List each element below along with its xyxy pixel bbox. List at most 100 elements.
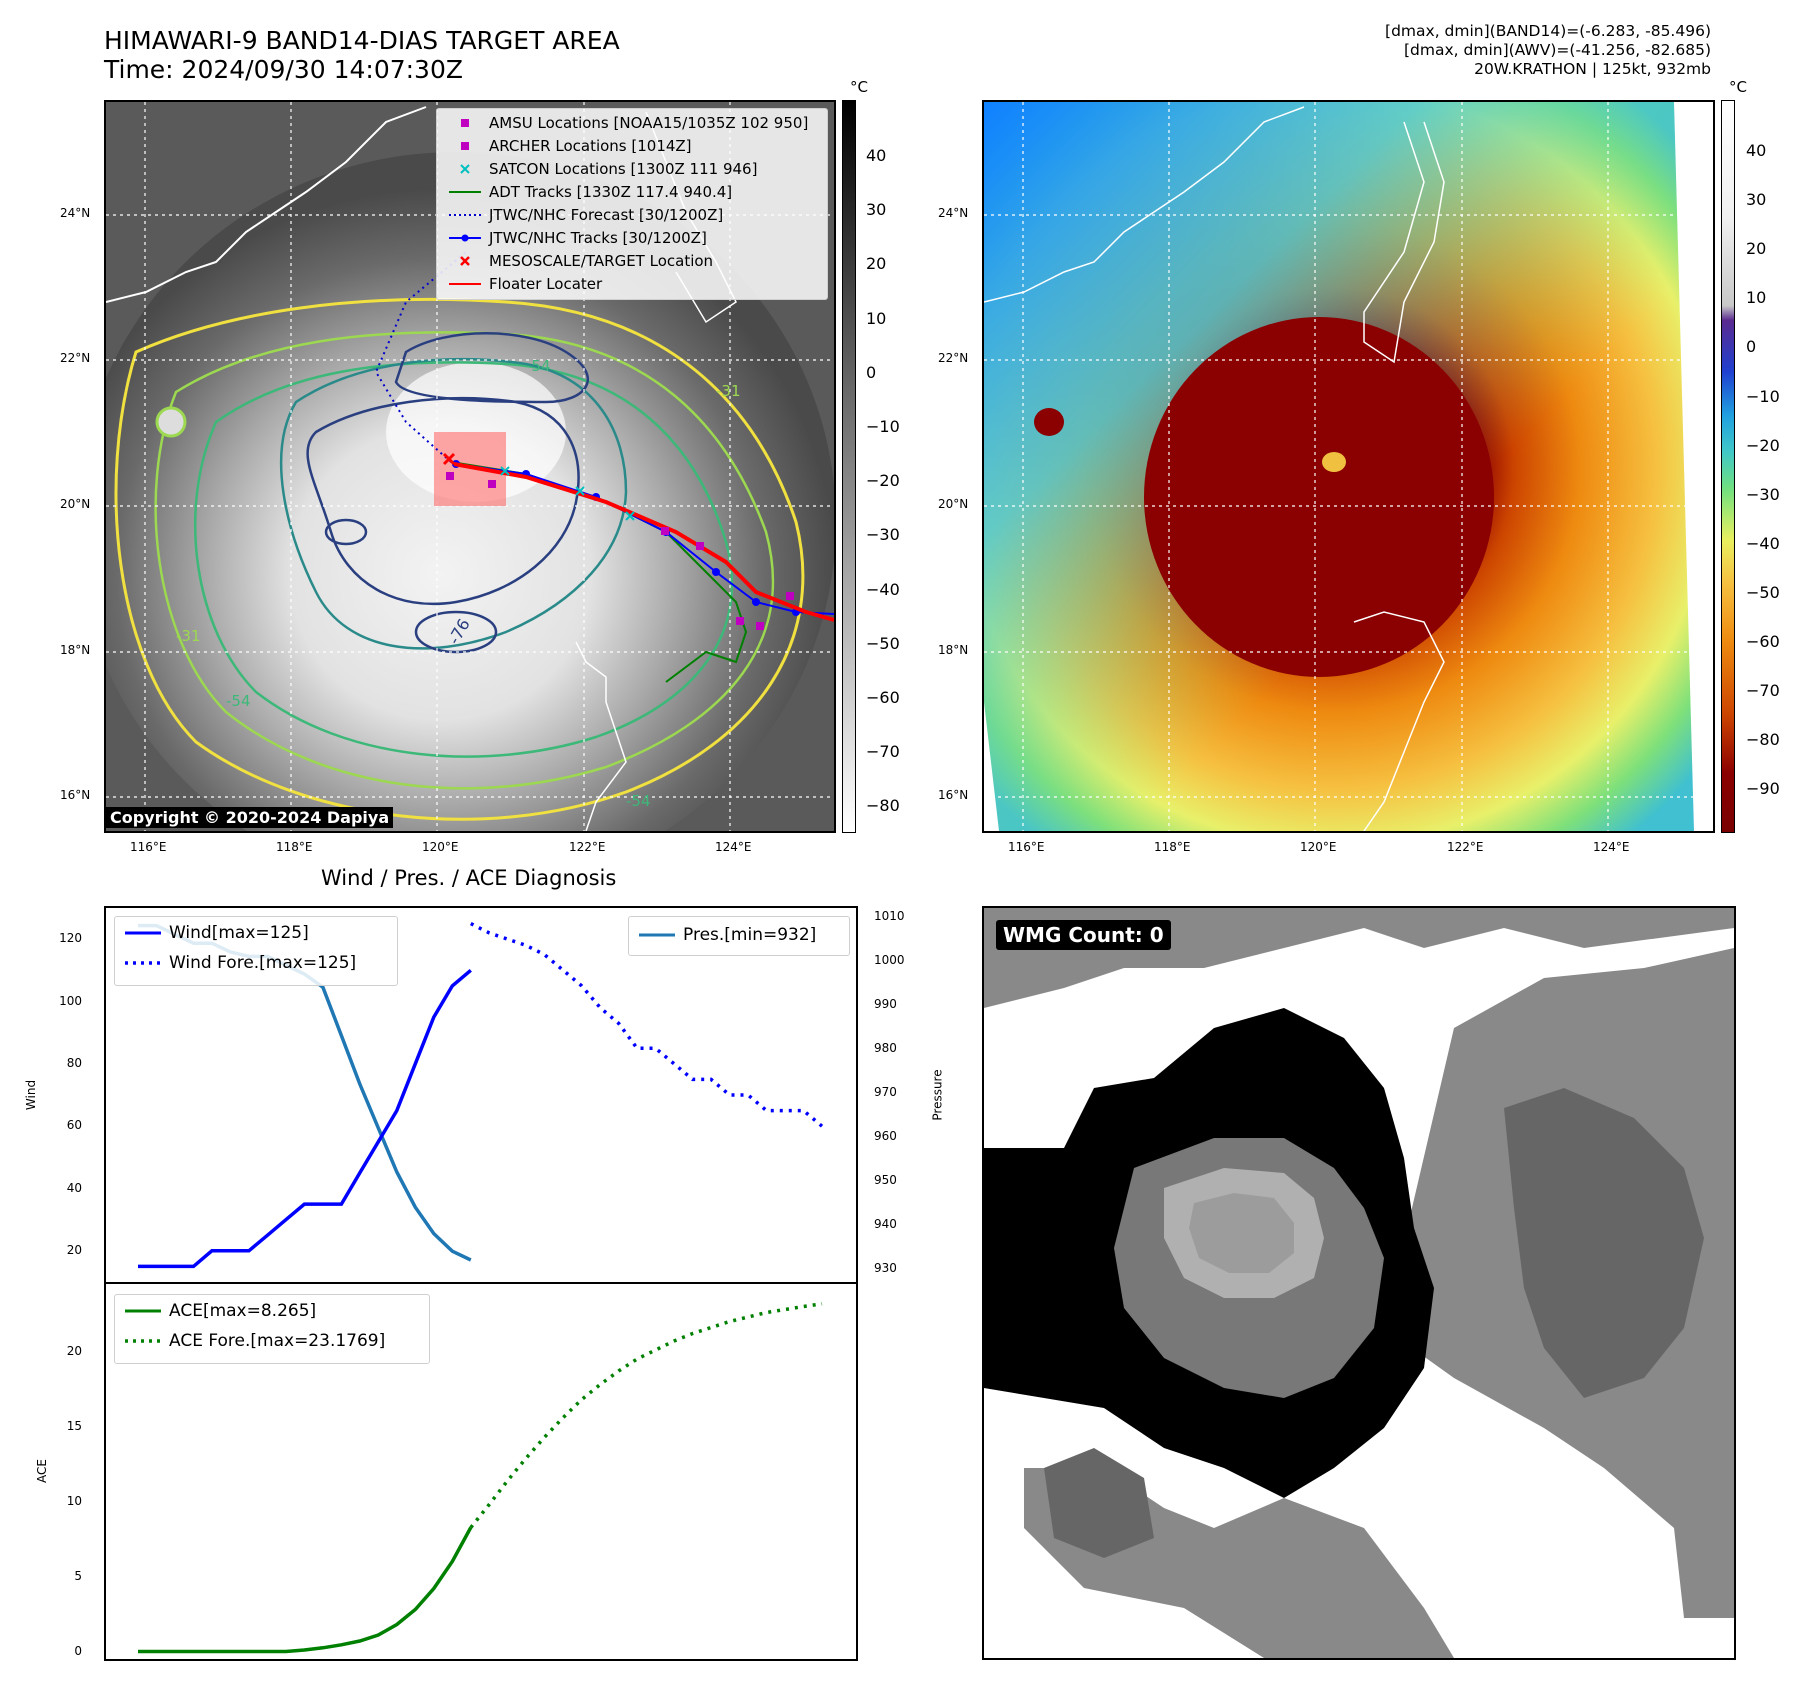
legend-label: ACE[max=8.265]: [169, 1301, 317, 1321]
legend-line-icon: [125, 1309, 161, 1313]
axis-tick-label: 20: [66, 1343, 82, 1358]
legend-marker-square-icon: [461, 119, 469, 127]
axis-tick-label: 960: [874, 1128, 897, 1143]
lon-label: 118°E: [276, 840, 313, 854]
axis-tick-label: 20: [66, 1242, 82, 1257]
colorbar-tick: −70: [1746, 681, 1780, 701]
axis-tick-label: 60: [66, 1118, 82, 1133]
colorbar-tick: −20: [1746, 435, 1780, 455]
colorbar-tick: 10: [866, 308, 887, 328]
legend-dotted-line-icon: [125, 961, 161, 965]
contour-label: -31: [176, 627, 201, 645]
colorbar-tick: −20: [866, 471, 900, 491]
colorbar-tick: −80: [866, 796, 900, 816]
lat-label: 20°N: [938, 497, 969, 511]
copyright-label: Copyright © 2020-2024 Dapiya: [106, 807, 394, 828]
contour-label: -31: [716, 382, 741, 400]
axis-tick-label: 940: [874, 1216, 897, 1231]
title-line-2: Time: 2024/09/30 14:07:30Z: [104, 55, 463, 84]
colorbar-unit-label: °C: [850, 78, 868, 96]
colorbar-tick: −60: [1746, 632, 1780, 651]
wmg-panel: WMG Count: 0: [982, 906, 1736, 1660]
axis-tick-label: 1000: [874, 952, 905, 967]
axis-tick-label: 930: [874, 1260, 897, 1275]
pressure-legend: Pres.[min=932]: [628, 916, 850, 956]
lat-label: 20°N: [60, 497, 91, 511]
lon-label: 116°E: [130, 840, 167, 854]
colorbar-tick: 0: [1746, 337, 1757, 357]
colorbar-tick: 40: [1746, 141, 1767, 160]
axis-tick-label: 950: [874, 1172, 897, 1187]
lat-label: 16°N: [60, 788, 91, 802]
colorbar-tick: 30: [866, 200, 887, 220]
info-line-3: 20W.KRATHON | 125kt, 932mb: [1474, 60, 1711, 78]
wmg-image: [984, 908, 1734, 1658]
lon-label: 122°E: [569, 840, 606, 854]
colorbar-tick: 40: [866, 146, 887, 165]
legend-label: Floater Locater: [489, 275, 603, 293]
awv-map-image: [984, 102, 1713, 831]
wind-forecast-series-line: [470, 922, 824, 1128]
wind-series-line: [138, 968, 472, 1269]
ace-legend: ACE[max=8.265] ACE Fore.[max=23.1769]: [114, 1294, 430, 1364]
lat-label: 22°N: [60, 351, 91, 365]
colorbar-tick: −10: [1746, 386, 1780, 406]
axis-tick-label: 100: [59, 993, 82, 1008]
ace-axis-label: ACE: [34, 1459, 49, 1483]
wmg-count-badge: WMG Count: 0: [996, 920, 1171, 950]
figure-title: HIMAWARI-9 BAND14-DIAS TARGET AREA Time:…: [104, 26, 620, 84]
axis-tick-label: 80: [66, 1055, 82, 1070]
lat-label: 22°N: [938, 351, 969, 365]
colorbar-tick: 10: [1746, 288, 1767, 308]
legend-line-icon: [449, 191, 481, 193]
ir-colorbar: [842, 100, 856, 833]
lon-label: 124°E: [1593, 840, 1630, 854]
legend-label: JTWC/NHC Tracks [30/1200Z]: [489, 229, 707, 247]
ir-map-panel: -76 -54 -31 -54 -31 -54 AMSU Locations […: [104, 100, 836, 833]
pressure-axis-label: Pressure: [930, 1069, 945, 1121]
lon-label: 118°E: [1154, 840, 1191, 854]
colorbar-tick: −80: [1746, 730, 1780, 750]
legend-label: Wind[max=125]: [169, 923, 309, 943]
colorbar-tick: −30: [1746, 484, 1780, 504]
legend-label: SATCON Locations [1300Z 111 946]: [489, 160, 758, 178]
awv-colorbar: [1721, 100, 1735, 833]
awv-map-panel: [982, 100, 1715, 833]
axis-tick-label: 120: [59, 931, 82, 946]
legend-dotted-line-icon: [449, 214, 481, 216]
lat-label: 24°N: [60, 206, 91, 220]
legend-line-dot-icon: [449, 234, 481, 242]
colorbar-tick: −50: [1746, 582, 1780, 602]
colorbar-tick: −40: [1746, 533, 1780, 553]
lon-label: 124°E: [715, 840, 752, 854]
lon-label: 116°E: [1008, 840, 1045, 854]
colorbar-tick: −90: [1746, 779, 1780, 799]
lat-label: 24°N: [938, 206, 969, 220]
title-line-1: HIMAWARI-9 BAND14-DIAS TARGET AREA: [104, 26, 620, 55]
legend-label: MESOSCALE/TARGET Location: [489, 252, 714, 270]
lat-label: 18°N: [60, 643, 91, 657]
lon-label: 122°E: [1447, 840, 1484, 854]
legend-marker-x-icon: [460, 164, 470, 174]
colorbar-unit-label: °C: [1729, 78, 1747, 96]
wind-legend: Wind[max=125] Wind Fore.[max=125]: [114, 916, 398, 986]
colorbar-tick: −50: [866, 633, 900, 653]
legend-marker-x-icon: [460, 256, 470, 266]
axis-tick-label: 15: [66, 1418, 82, 1433]
diagnosis-title: Wind / Pres. / ACE Diagnosis: [321, 866, 617, 890]
colorbar-tick: −30: [866, 525, 900, 545]
legend-label: JTWC/NHC Forecast [30/1200Z]: [489, 206, 724, 224]
contour-label: -54: [226, 692, 251, 710]
axis-tick-label: 990: [874, 996, 897, 1011]
colorbar-tick: −70: [866, 742, 900, 762]
lon-label: 120°E: [1300, 840, 1337, 854]
lat-label: 16°N: [938, 788, 969, 802]
ace-panel: ACE[max=8.265] ACE Fore.[max=23.1769]: [104, 1282, 858, 1661]
legend-label: Pres.[min=932]: [683, 925, 817, 945]
ace-series-line: [138, 1526, 473, 1654]
legend-line-icon: [125, 931, 161, 935]
colorbar-tick: 30: [1746, 190, 1767, 210]
info-line-2: [dmax, dmin](AWV)=(-41.256, -82.685): [1404, 41, 1711, 59]
lon-label: 120°E: [422, 840, 459, 854]
colorbar-tick: 20: [866, 254, 887, 274]
